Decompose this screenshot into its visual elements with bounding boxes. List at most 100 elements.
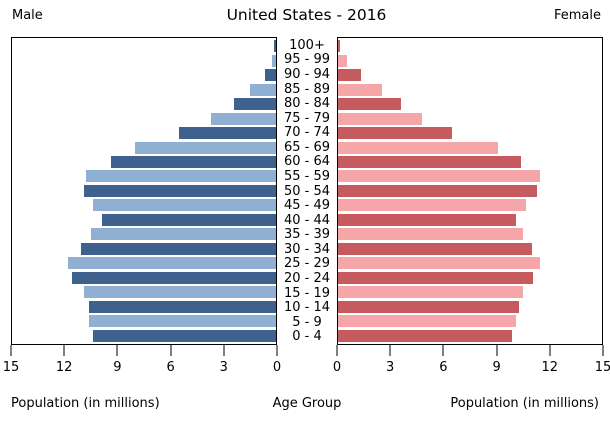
age-label-65-69: 65 - 69 xyxy=(283,139,331,155)
x-axes: 15 12 9 6 3 0 0 3 6 9 12 15 xyxy=(3,345,610,379)
female-bar-row xyxy=(338,271,602,285)
female-side-label: Female xyxy=(553,8,601,23)
male-bar-20-24 xyxy=(71,271,276,284)
female-bar-95-99 xyxy=(338,54,347,67)
male-bar-row xyxy=(12,126,276,140)
male-bar-85-89 xyxy=(249,83,276,96)
female-bar-row xyxy=(338,111,602,125)
tick-mark xyxy=(602,345,604,356)
female-bar-10-14 xyxy=(338,300,520,313)
age-label-90-94: 90 - 94 xyxy=(283,66,331,82)
male-bar-row xyxy=(12,53,276,67)
female-bar-50-54 xyxy=(338,184,537,197)
tick-mark xyxy=(223,345,225,356)
male-bar-40-44 xyxy=(101,213,276,226)
age-axis-title: Age Group xyxy=(272,396,342,411)
pyramid-body: 100+ 95 - 99 90 - 94 85 - 89 80 - 84 75 - 79 7… xyxy=(11,37,603,345)
age-label-0-4: 0 - 4 xyxy=(292,329,322,345)
male-bar-row xyxy=(12,227,276,241)
male-axis-title: Population (in millions) xyxy=(11,396,160,411)
tick-label-6: 6 xyxy=(166,360,175,375)
male-bar-row xyxy=(12,68,276,82)
female-bar-row xyxy=(338,140,602,154)
tick-label-3: 3 xyxy=(386,360,395,375)
male-bar-5-9 xyxy=(89,315,276,328)
male-bar-row xyxy=(12,198,276,212)
male-bar-65-69 xyxy=(135,141,276,154)
age-label-5-9: 5 - 9 xyxy=(292,314,322,330)
female-bar-90-94 xyxy=(338,69,361,82)
male-bar-90-94 xyxy=(265,69,276,82)
age-label-25-29: 25 - 29 xyxy=(283,256,331,272)
female-bar-80-84 xyxy=(338,98,402,111)
male-bar-row xyxy=(12,314,276,328)
tick-mark xyxy=(496,345,498,356)
tick-label-0: 0 xyxy=(332,360,342,375)
male-bar-50-54 xyxy=(84,184,276,197)
female-bar-70-74 xyxy=(338,127,453,140)
male-bar-row xyxy=(12,184,276,198)
male-bar-45-49 xyxy=(92,199,276,212)
age-label-85-89: 85 - 89 xyxy=(283,81,331,97)
female-bar-0-4 xyxy=(338,329,513,342)
tick-mark xyxy=(549,345,551,356)
female-bar-row xyxy=(338,328,602,342)
female-bar-60-64 xyxy=(338,155,522,168)
age-label-100+: 100+ xyxy=(289,37,325,53)
age-label-95-99: 95 - 99 xyxy=(283,52,331,68)
male-axis-ticks: 15 12 9 6 3 0 xyxy=(3,345,281,379)
female-bar-row xyxy=(338,155,602,169)
tick-mark xyxy=(442,345,444,356)
male-bar-0-4 xyxy=(92,329,276,342)
female-bar-35-39 xyxy=(338,228,523,241)
female-bar-row xyxy=(338,53,602,67)
female-bar-row xyxy=(338,39,602,53)
male-bar-25-29 xyxy=(68,257,276,270)
figure-header: Male United States - 2016 Female xyxy=(11,6,602,26)
male-bar-75-79 xyxy=(210,112,276,125)
female-bars-panel xyxy=(337,37,603,345)
female-bar-row xyxy=(338,198,602,212)
age-group-labels-column: 100+ 95 - 99 90 - 94 85 - 89 80 - 84 75 - 79 7… xyxy=(277,37,337,345)
male-bar-30-34 xyxy=(80,242,276,255)
tick-label-12: 12 xyxy=(541,360,559,375)
male-bar-100+ xyxy=(274,40,276,53)
male-bar-row xyxy=(12,213,276,227)
female-bar-row xyxy=(338,68,602,82)
male-side-label: Male xyxy=(12,8,43,23)
female-bar-40-44 xyxy=(338,213,516,226)
male-bar-row xyxy=(12,155,276,169)
female-bar-5-9 xyxy=(338,315,516,328)
male-bar-15-19 xyxy=(84,286,276,299)
age-label-55-59: 55 - 59 xyxy=(283,168,331,184)
male-bars-panel xyxy=(11,37,277,345)
tick-label-6: 6 xyxy=(439,360,448,375)
tick-mark xyxy=(336,345,338,356)
tick-mark xyxy=(389,345,391,356)
female-bar-row xyxy=(338,184,602,198)
female-bar-85-89 xyxy=(338,83,382,96)
tick-label-0: 0 xyxy=(272,360,282,375)
tick-label-3: 3 xyxy=(219,360,228,375)
female-bar-row xyxy=(338,169,602,183)
male-bar-row xyxy=(12,97,276,111)
female-bar-row xyxy=(338,314,602,328)
male-bar-row xyxy=(12,111,276,125)
male-bar-row xyxy=(12,299,276,313)
male-bar-60-64 xyxy=(110,155,276,168)
male-bar-row xyxy=(12,285,276,299)
male-bar-row xyxy=(12,242,276,256)
tick-label-15: 15 xyxy=(2,360,20,375)
female-bar-row xyxy=(338,256,602,270)
male-bar-70-74 xyxy=(179,127,276,140)
female-bar-15-19 xyxy=(338,286,523,299)
age-label-60-64: 60 - 64 xyxy=(283,154,331,170)
age-label-45-49: 45 - 49 xyxy=(283,198,331,214)
female-bar-row xyxy=(338,299,602,313)
tick-mark xyxy=(276,345,278,356)
age-label-80-84: 80 - 84 xyxy=(283,96,331,112)
male-bar-80-84 xyxy=(233,98,276,111)
chart-title: United States - 2016 xyxy=(226,6,387,24)
female-bar-45-49 xyxy=(338,199,527,212)
